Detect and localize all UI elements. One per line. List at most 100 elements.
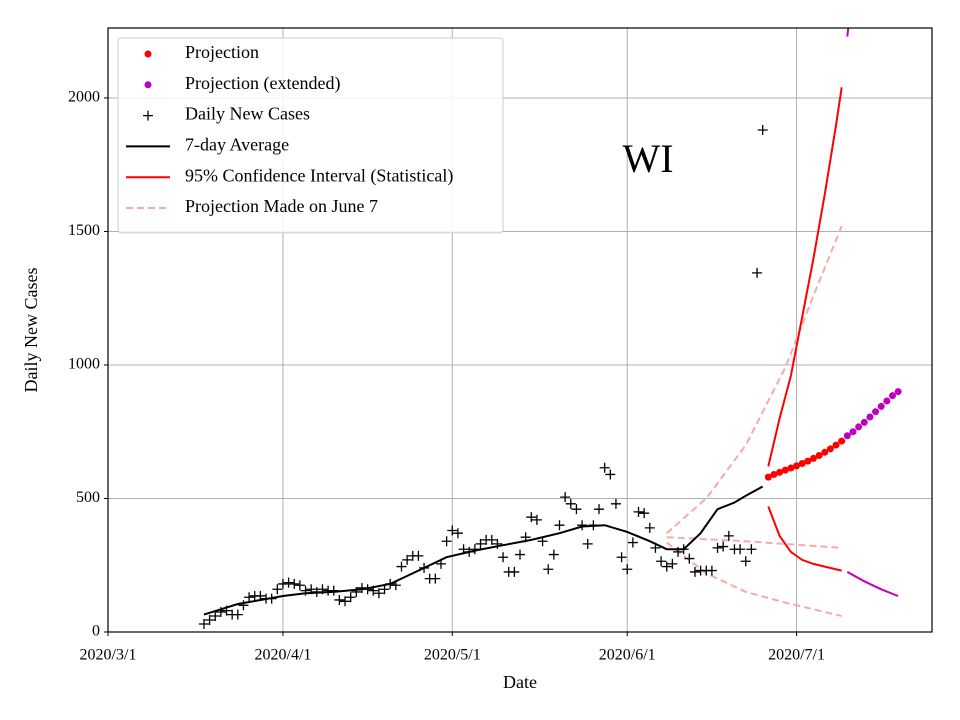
line — [767, 506, 842, 572]
point — [560, 492, 571, 503]
point — [793, 462, 801, 470]
point — [723, 530, 734, 541]
dashed-line — [666, 536, 842, 549]
point — [486, 534, 497, 545]
x-tick-label: 2020/5/1 — [424, 647, 481, 664]
point — [244, 592, 255, 603]
point — [622, 564, 633, 575]
point — [221, 605, 232, 616]
point — [469, 544, 480, 555]
point — [289, 578, 300, 589]
point — [855, 423, 863, 431]
point — [526, 512, 537, 523]
point — [689, 566, 700, 577]
legend-marker — [143, 110, 153, 121]
point — [402, 554, 413, 565]
x-tick-label: 2020/4/1 — [255, 647, 312, 664]
x-tick-label: 2020/7/1 — [768, 647, 825, 664]
point — [385, 578, 396, 589]
y-tick-label: 2000 — [68, 89, 100, 106]
point — [843, 432, 851, 440]
x-tick-label: 2020/3/1 — [80, 647, 137, 664]
point — [311, 586, 322, 597]
point — [826, 445, 834, 453]
point — [757, 125, 768, 136]
point — [770, 470, 778, 478]
point — [238, 600, 249, 611]
point — [571, 504, 582, 515]
point — [317, 584, 328, 595]
point — [684, 553, 695, 564]
point — [594, 504, 605, 515]
point — [644, 522, 655, 533]
point — [334, 594, 345, 605]
dashed-line — [666, 541, 842, 617]
point — [419, 562, 430, 573]
point — [821, 448, 829, 456]
point — [204, 614, 215, 625]
point — [633, 506, 644, 517]
point — [283, 577, 294, 588]
point — [616, 552, 627, 563]
point — [215, 606, 226, 617]
point — [198, 618, 209, 629]
point — [396, 561, 407, 572]
legend-label: 95% Confidence Interval (Statistical) — [185, 165, 453, 186]
point — [776, 468, 784, 476]
point — [712, 542, 723, 553]
legend: Projection Projection (extended) Daily New… — [117, 37, 504, 234]
point — [537, 536, 548, 547]
y-tick-label: 500 — [76, 489, 100, 506]
point — [435, 558, 446, 569]
y-tick-label: 0 — [92, 623, 100, 640]
point — [650, 542, 661, 553]
point — [452, 528, 463, 539]
point — [306, 584, 317, 595]
point — [746, 544, 757, 555]
x-axis-label: Date — [503, 672, 537, 692]
point — [255, 590, 266, 601]
point — [272, 584, 283, 595]
point — [362, 584, 373, 595]
point — [815, 451, 823, 459]
point — [718, 541, 729, 552]
legend-label: Daily New Cases — [185, 104, 310, 124]
point — [509, 566, 520, 577]
point — [390, 580, 401, 591]
point — [735, 544, 746, 555]
point — [860, 418, 868, 426]
point — [475, 538, 486, 549]
point — [883, 397, 891, 405]
point — [877, 402, 885, 410]
point — [351, 586, 362, 597]
legend-box — [117, 37, 504, 234]
point — [866, 413, 874, 421]
point — [872, 408, 880, 416]
legend-label: Projection Made on June 7 — [185, 196, 378, 216]
point — [678, 544, 689, 555]
axes-frame — [107, 27, 933, 633]
point — [832, 441, 840, 449]
point — [752, 267, 763, 278]
point — [328, 585, 339, 596]
point — [210, 610, 221, 621]
point — [706, 565, 717, 576]
legend-marker — [144, 50, 152, 58]
point — [379, 584, 390, 595]
axes: 0 500 1000 1500 2000 2020/3/1 2020/4/1 2020/5/1… — [68, 89, 825, 664]
point — [804, 457, 812, 465]
point — [740, 556, 751, 567]
y-axis-label: Daily New Cases — [21, 268, 41, 393]
line — [203, 485, 764, 616]
point — [368, 585, 379, 596]
legend-label: Projection (extended) — [185, 73, 340, 94]
point — [673, 546, 684, 557]
point — [610, 498, 621, 509]
point — [764, 473, 772, 481]
point — [838, 437, 846, 445]
point — [798, 460, 806, 468]
point — [787, 464, 795, 472]
point — [894, 388, 902, 396]
point — [345, 592, 356, 603]
legend-marker — [144, 81, 152, 89]
